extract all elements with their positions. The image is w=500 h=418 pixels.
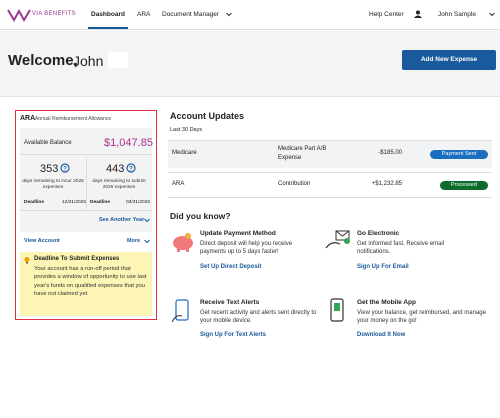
redaction (108, 52, 128, 68)
deadline-label: Deadline (24, 200, 44, 205)
days-label: days remaining to submit 2025 expenses (92, 179, 146, 190)
divider (86, 157, 87, 209)
svg-text:?: ? (63, 167, 67, 173)
amount-cell: +$1,232.85 (371, 181, 402, 187)
notice-box (20, 252, 152, 316)
tile-link[interactable]: Sign Up For Text Alerts (200, 332, 267, 338)
deadline: 12/31/2025 (62, 200, 87, 205)
account-cell: ARA (172, 181, 185, 187)
chevron (144, 239, 150, 244)
table-row (168, 172, 492, 198)
phone-icon (171, 299, 189, 323)
welcome-name: John (73, 53, 104, 69)
ara-subtitle: Annual Reimbursement Allowance (35, 116, 112, 122)
days-count: 443 (106, 163, 125, 175)
divider (20, 210, 152, 211)
view-account[interactable]: View Account (24, 238, 60, 244)
balance-label: Available Balance (24, 140, 72, 146)
notice-text: Your account has a run-off period that p… (34, 266, 147, 298)
nav-link[interactable]: ARA (137, 11, 151, 18)
bulb-icon (24, 257, 30, 264)
days-label: days remaining to incur 2025 expenses (22, 179, 84, 190)
deadline-label: Deadline (90, 200, 110, 205)
chevron (489, 12, 495, 17)
nav-active (88, 27, 128, 29)
tile-link[interactable]: Download It Now (357, 332, 406, 338)
tile-text: Get recent activity and alerts sent dire… (200, 310, 317, 324)
notice-title: Deadline To Submit Expenses (34, 256, 120, 262)
deadline: 03/31/2026 (126, 200, 151, 205)
description-cell: Contribution (278, 181, 311, 187)
tile-title: Receive Text Alerts (200, 299, 260, 306)
ara-title: ARA (20, 115, 36, 122)
help-icon[interactable]: ? (126, 163, 136, 173)
chevron (144, 218, 150, 223)
see-another-year[interactable]: See Another Year (99, 217, 145, 223)
tile-title: Get the Mobile App (357, 299, 416, 306)
nav-link[interactable]: Document Manager (162, 11, 220, 18)
tile-link[interactable]: Set Up Direct Deposit (200, 264, 262, 270)
ara-card (15, 110, 157, 320)
nav-bar (0, 0, 500, 30)
help-icon[interactable]: ? (60, 163, 70, 173)
email-icon (325, 230, 350, 249)
tile-text: View your balance, get reimbursed, and m… (357, 310, 486, 324)
tile-title: Go Electronic (357, 230, 400, 237)
status-badge: Processed (440, 181, 488, 190)
tile-text: Direct deposit will help you receive pay… (200, 241, 293, 255)
description-cell: Medicare Part A/B Expense (278, 146, 327, 161)
tile-title: Update Payment Method (200, 230, 276, 237)
tile-link[interactable]: Sign Up For Email (357, 264, 409, 270)
more[interactable]: More (127, 238, 141, 244)
user-menu[interactable]: John Sample (438, 11, 476, 18)
logo-mark (7, 8, 31, 22)
days-count: 353 (40, 163, 59, 175)
help-link[interactable]: Help Center (369, 11, 404, 18)
app-icon (330, 298, 344, 322)
logo[interactable]: VIA BENEFITS (32, 11, 76, 17)
section-title: Account Updates (170, 111, 245, 121)
amount-cell: -$185.00 (378, 150, 402, 156)
account-cell: Medicare (172, 150, 197, 156)
piggy-icon (173, 233, 193, 252)
divider (20, 154, 152, 155)
status-badge: Payment Sent (430, 150, 488, 159)
section-title: Did you know? (170, 211, 231, 221)
welcome-greeting: Welcome, (8, 52, 78, 69)
add-expense-button[interactable]: Add New Expense (402, 50, 496, 70)
nav-link[interactable]: Dashboard (91, 11, 125, 18)
tile-text: Get informed fast. Receive email notific… (357, 241, 445, 255)
svg-text:?: ? (129, 167, 133, 173)
user-icon (414, 10, 422, 18)
balance: $1,047.85 (104, 137, 153, 149)
chevron (226, 12, 232, 17)
period: Last 30 Days (170, 127, 203, 133)
